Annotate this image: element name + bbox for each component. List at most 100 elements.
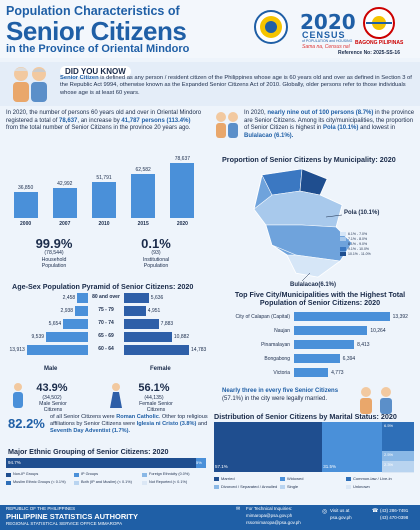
ethnic-legend-swatch (74, 481, 79, 485)
census-tagline: Sama na, Census na! (302, 44, 351, 50)
marital-heading: Distribution of Senior Citizens by Marit… (214, 412, 397, 421)
globe-icon: ◎ (322, 509, 328, 515)
map-legend-item: 6.1% - 7.0% (340, 232, 410, 236)
institutional-label: Institutional Population (142, 257, 170, 269)
pyramid-female-bar (124, 293, 149, 303)
top5-bar (294, 312, 390, 321)
tech-email-2[interactable]: rssomimaropa@psa.gov.ph (246, 520, 301, 525)
mail-icon: ✉ (236, 506, 241, 512)
growth-bar-year: 2015 (137, 221, 149, 227)
marital-chart: 57.1% 31.5% 6.5% 2.5% 2.3% Married Widowed Comm… (214, 420, 414, 500)
household-label: Household Population (41, 257, 67, 269)
pyramid-female-bar (124, 319, 159, 329)
website-link[interactable]: psa.gov.ph (330, 515, 352, 520)
province-map (232, 165, 412, 283)
marital-legend-label: Single (287, 484, 299, 489)
marital-legend-swatch (346, 485, 351, 489)
map-legend-item: 10.1% - 11.0% (340, 252, 410, 256)
growth-bar-chart: 36,850 2000 42,992 2007 51,791 2010 62,582 2015… (6, 148, 202, 230)
map-legend-swatch (340, 247, 346, 251)
ethnic-bar-ip (196, 458, 206, 468)
marital-segment (214, 422, 323, 472)
ethnic-legend-label: IP Groups (81, 472, 99, 476)
pyramid-male-label: Male (44, 366, 58, 372)
growth-bar-value: 51,791 (96, 174, 112, 181)
institutional-count: (93) (151, 250, 161, 256)
reference-number: Reference No: 2025-SS-16 (338, 50, 400, 56)
marital-legend-label: Unknown (353, 484, 370, 489)
top5-category: Bongabong (264, 356, 290, 362)
pyramid-male-bar (26, 345, 88, 355)
top5-category: Victoria (273, 370, 290, 376)
tech-email-1[interactable]: mimaropa@psa.gov.ph (246, 513, 293, 518)
top5-value: 6,394 (342, 356, 356, 362)
marital-segment-value: 2.3% (384, 462, 394, 468)
pyramid-female-bar (124, 345, 190, 355)
map-legend-label: 8.1% - 9.0% (348, 242, 368, 246)
top5-value: 13,392 (392, 314, 408, 320)
pyramid-male-bar (75, 306, 88, 316)
senior-couple-icon (6, 64, 54, 104)
pyramid-male-value: 2,458 (62, 295, 76, 301)
map-legend-swatch (340, 242, 346, 246)
ethnic-legend-label: Non-IP Groups (13, 472, 39, 476)
growth-bar (52, 187, 77, 218)
census-word: CENSUS (302, 30, 346, 40)
pyramid-male-bar (77, 293, 88, 303)
marital-legend-label: Married (221, 476, 235, 481)
ethnic-legend-swatch (142, 473, 147, 477)
pyramid-female-value: 4,951 (147, 308, 161, 314)
footer (0, 505, 420, 530)
ethnic-chart: 94.7% 5% Non-IP Groups IP Groups Foreign Eth… (6, 456, 206, 504)
title-line3: in the Province of Oriental Mindoro (6, 43, 190, 55)
growth-bar-year: 2010 (98, 221, 110, 227)
religion-pct: 82.2% (8, 416, 45, 431)
footer-line2: PHILIPPINE STATISTICS AUTHORITY (6, 512, 138, 521)
marital-segment (322, 422, 382, 472)
top5-value: 10,264 (370, 328, 386, 334)
female-senior-icon (108, 382, 124, 410)
pyramid-male-value: 2,938 (60, 308, 74, 314)
bagong-pilipinas-logo-icon (362, 6, 396, 40)
ethnic-legend-label: Muslim Ethnic Groups (< 0.1%) (13, 480, 66, 484)
marital-text: Nearly three in every five Senior Citize… (222, 388, 339, 402)
ethnic-legend-label: Both (IP and Muslim) (< 0.1%) (81, 480, 132, 484)
pyramid-male-value: 13,913 (9, 347, 25, 353)
title-line1: Population Characteristics of (6, 4, 180, 18)
visit-label: Visit us at (330, 508, 350, 513)
pyramid-female-value: 7,883 (160, 321, 174, 327)
ethnic-legend-swatch (142, 481, 147, 485)
map-legend-swatch (340, 232, 346, 236)
household-count: (78,544) (44, 250, 64, 256)
map-legend-swatch (340, 252, 346, 256)
tech-inquiries-label: For Technical Inquiries: (246, 506, 293, 511)
ethnic-legend-swatch (6, 473, 11, 477)
institutional-pct: 0.1% (141, 236, 171, 251)
map-legend-label: 6.1% - 7.0% (348, 232, 368, 236)
footer-line1: REPUBLIC OF THE PHILIPPINES (6, 506, 76, 511)
marital-segment-value: 2.5% (384, 451, 394, 457)
religion-text: of all Senior Citizens were Roman Cathol… (50, 414, 208, 434)
pyramid-female-bar (124, 306, 146, 316)
growth-bar-year: 2007 (59, 221, 71, 227)
share-text: In 2020, nearly nine out of 100 persons … (244, 110, 415, 139)
footer-line3: REGIONAL STATISTICAL SERVICE OFFICE MIMA… (6, 521, 123, 526)
senior-citizen-term: Senior Citizen (60, 75, 99, 81)
growth-bar-value: 42,992 (57, 180, 73, 187)
phone-1: (43) 286-7491 (380, 508, 409, 513)
growth-bar-value: 78,637 (174, 155, 191, 162)
top5-category: Pinamalayan (261, 342, 290, 348)
senior-couple-small-icon (212, 110, 242, 140)
marital-segment-value: 57.1% (215, 464, 228, 469)
map-legend-label: 7.1% - 8.0% (348, 237, 368, 241)
pyramid-male-value: 5,654 (48, 321, 62, 327)
pyramid-female-value: 14,783 (191, 347, 207, 353)
marital-segment (382, 450, 414, 462)
pyramid-male-bar (46, 332, 88, 342)
pyramid-female-value: 5,636 (150, 295, 164, 301)
growth-bar-value: 62,582 (135, 167, 151, 174)
marital-segment-value: 31.5% (323, 464, 337, 469)
map-legend-item: 7.1% - 8.0% (340, 237, 410, 241)
pyramid-male-value: 9,539 (31, 334, 45, 340)
map-legend-item: 8.1% - 9.0% (340, 242, 410, 246)
